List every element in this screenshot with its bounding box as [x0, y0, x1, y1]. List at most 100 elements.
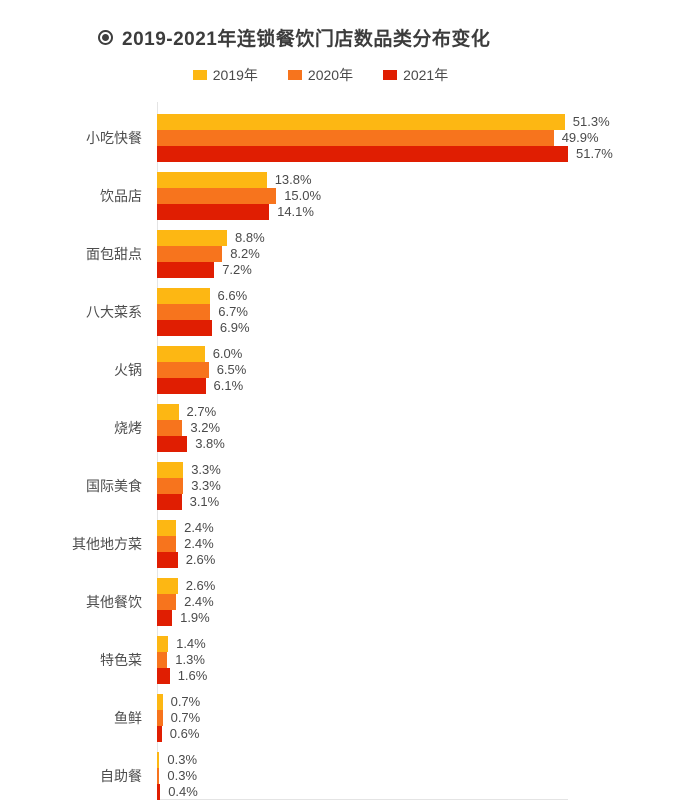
- chart-title: 2019-2021年连锁餐饮门店数品类分布变化: [122, 28, 491, 50]
- legend-label: 2019年: [212, 67, 258, 83]
- bar-row: 1.6%: [157, 668, 691, 684]
- bar-2021: [157, 378, 206, 394]
- legend: 2019年 2020年 2021年: [192, 65, 448, 85]
- bar-2019: [157, 404, 179, 420]
- bar-2020: [157, 188, 277, 204]
- value-label: 0.4%: [168, 784, 198, 799]
- bar-row: 6.6%: [157, 288, 691, 304]
- bar-row: 6.0%: [157, 346, 691, 362]
- bar-row: 7.2%: [157, 262, 691, 278]
- bar-2020: [157, 478, 184, 494]
- category-row: 烧烤 2.7% 3.2% 3.8%: [0, 404, 691, 452]
- legend-swatch: [192, 70, 207, 80]
- bar-row: 8.2%: [157, 246, 691, 262]
- bar-row: 3.2%: [157, 420, 691, 436]
- value-label: 8.2%: [230, 246, 260, 261]
- bar-2019: [157, 172, 267, 188]
- category-row: 其他地方菜 2.4% 2.4% 2.6%: [0, 520, 691, 568]
- bar-row: 0.4%: [157, 784, 691, 800]
- category-label: 火锅: [114, 362, 142, 378]
- legend-item-2021: 2021年: [383, 65, 448, 85]
- legend-label: 2020年: [307, 67, 354, 83]
- bar-2021: [157, 610, 173, 626]
- category-label: 面包甜点: [86, 246, 142, 262]
- bar-stack: 0.7% 0.7% 0.6%: [150, 694, 691, 742]
- bar-stack: 2.7% 3.2% 3.8%: [150, 404, 691, 452]
- value-label: 51.3%: [572, 114, 610, 129]
- value-label: 2.4%: [184, 536, 214, 551]
- bar-row: 2.4%: [157, 536, 691, 552]
- bar-stack: 8.8% 8.2% 7.2%: [150, 230, 691, 278]
- bar-stack: 2.6% 2.4% 1.9%: [150, 578, 691, 626]
- value-label: 6.0%: [212, 346, 243, 361]
- value-label: 15.0%: [284, 188, 322, 203]
- category-label: 其他地方菜: [72, 536, 142, 552]
- value-label: 0.7%: [170, 710, 201, 725]
- bar-2021: [157, 668, 170, 684]
- bar-2020: [157, 710, 163, 726]
- bar-row: 0.7%: [157, 710, 691, 726]
- category-label: 烧烤: [114, 420, 142, 436]
- bar-stack: 3.3% 3.3% 3.1%: [150, 462, 691, 510]
- bar-2021: [157, 146, 568, 162]
- bar-stack: 51.3% 49.9% 51.7%: [150, 114, 691, 162]
- value-label: 3.3%: [191, 478, 221, 493]
- category-label: 特色菜: [100, 652, 142, 668]
- bar-row: 51.7%: [157, 146, 691, 162]
- value-label: 2.6%: [185, 552, 216, 567]
- bar-row: 1.3%: [157, 652, 691, 668]
- category-row: 火锅 6.0% 6.5% 6.1%: [0, 346, 691, 394]
- bar-row: 3.1%: [157, 494, 691, 510]
- value-label: 13.8%: [274, 172, 312, 187]
- value-label: 3.2%: [190, 420, 221, 435]
- category-label: 饮品店: [100, 188, 142, 204]
- chart-rows: 小吃快餐 51.3% 49.9% 51.7% 饮品店 13.8% 15.0% 14.1% 面包甜…: [0, 114, 691, 800]
- bar-2021: [157, 320, 212, 336]
- category-row: 面包甜点 8.8% 8.2% 7.2%: [0, 230, 691, 278]
- bar-stack: 2.4% 2.4% 2.6%: [150, 520, 691, 568]
- value-label: 1.4%: [176, 636, 206, 651]
- bar-row: 0.6%: [157, 726, 691, 742]
- category-row: 鱼鲜 0.7% 0.7% 0.6%: [0, 694, 691, 742]
- value-label: 3.1%: [189, 494, 220, 509]
- bar-2020: [157, 594, 177, 610]
- value-label: 1.9%: [180, 610, 210, 625]
- value-label: 14.1%: [277, 204, 314, 219]
- bar-row: 1.9%: [157, 610, 691, 626]
- category-label: 小吃快餐: [86, 130, 142, 146]
- legend-item-2019: 2019年: [192, 65, 258, 85]
- legend-item-2020: 2020年: [287, 65, 354, 85]
- bar-row: 51.3%: [157, 114, 691, 130]
- value-label: 8.8%: [235, 230, 265, 245]
- value-label: 1.6%: [177, 668, 208, 683]
- bar-row: 8.8%: [157, 230, 691, 246]
- value-label: 0.3%: [167, 752, 198, 767]
- bar-2020: [157, 536, 177, 552]
- bar-2019: [157, 520, 177, 536]
- bar-2019: [157, 752, 160, 768]
- bar-row: 14.1%: [157, 204, 691, 220]
- value-label: 0.3%: [167, 768, 198, 783]
- bar-row: 2.6%: [157, 552, 691, 568]
- bar-2019: [157, 694, 163, 710]
- bar-row: 1.4%: [157, 636, 691, 652]
- bar-2019: [157, 114, 565, 130]
- chart-header: 2019-2021年连锁餐饮门店数品类分布变化: [98, 24, 691, 50]
- value-label: 2.4%: [184, 594, 214, 609]
- category-row: 八大菜系 6.6% 6.7% 6.9%: [0, 288, 691, 336]
- value-label: 6.1%: [213, 378, 244, 393]
- bullseye-icon: [98, 29, 113, 45]
- bar-row: 2.4%: [157, 520, 691, 536]
- legend-label: 2021年: [403, 67, 449, 83]
- value-label: 7.2%: [222, 262, 252, 277]
- legend-swatch: [383, 70, 398, 80]
- value-label: 2.7%: [186, 404, 217, 419]
- bar-stack: 6.0% 6.5% 6.1%: [150, 346, 691, 394]
- bar-2020: [157, 304, 211, 320]
- category-label: 其他餐饮: [86, 594, 142, 610]
- bar-row: 6.5%: [157, 362, 691, 378]
- bar-2021: [157, 726, 162, 742]
- bar-stack: 6.6% 6.7% 6.9%: [150, 288, 691, 336]
- bar-2020: [157, 420, 183, 436]
